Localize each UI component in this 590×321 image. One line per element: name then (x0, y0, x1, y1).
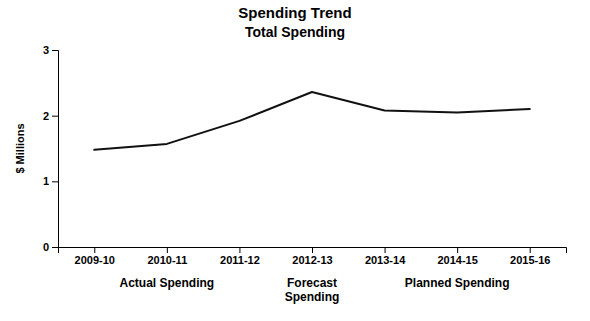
x-tick-mark (457, 247, 458, 253)
chart-svg: Spending TrendTotal Spending01232009-102… (0, 0, 590, 321)
group-label: Planned Spending (405, 276, 510, 290)
data-line (94, 92, 529, 150)
x-tick-label: 2013-14 (365, 254, 406, 266)
subtitle: Total Spending (245, 24, 345, 40)
x-tick-mark (530, 247, 531, 253)
title: Spending Trend (238, 4, 351, 21)
x-tick-mark (94, 247, 95, 253)
x-tick: 2012-13 (292, 247, 332, 266)
y-axis-title: $ Millions (14, 123, 26, 173)
y-tick-label: 1 (43, 175, 49, 187)
group-label-line: Actual Spending (120, 276, 215, 290)
x-tick-label: 2014-15 (437, 254, 477, 266)
y-axis-line (52, 51, 59, 248)
x-tick-label: 2011-12 (220, 254, 260, 266)
x-tick-mark (239, 247, 240, 253)
x-axis: 2009-10 2010-11 2011-12 2012-13 2013-14 2014-… (59, 247, 567, 266)
group-label: ForecastSpending (285, 276, 340, 304)
x-tick-mark (385, 247, 386, 253)
y-tick: 2 (43, 110, 58, 122)
x-tick-mark (167, 247, 168, 253)
group-label-line: Forecast (287, 276, 337, 290)
y-tick-mark (52, 116, 58, 117)
x-tick-label: 2015-16 (510, 254, 550, 266)
x-tick: 2015-16 (510, 247, 550, 266)
x-tick: 2013-14 (365, 247, 406, 266)
y-tick-label: 2 (43, 110, 49, 122)
y-tick: 0 (43, 241, 58, 253)
x-tick: 2011-12 (220, 247, 260, 266)
x-axis-line (59, 248, 567, 254)
y-tick: 1 (43, 175, 58, 187)
y-tick-mark (52, 50, 58, 51)
y-tick-mark (52, 181, 58, 182)
y-tick-mark (52, 247, 58, 248)
group-label-line: Spending (285, 290, 340, 304)
x-tick-label: 2010-11 (147, 254, 187, 266)
x-tick: 2010-11 (147, 247, 187, 266)
plot-root: 01232009-102010-112011-122012-132013-142… (14, 44, 567, 304)
x-tick-mark (312, 247, 313, 253)
y-tick-label: 3 (43, 44, 49, 56)
group-label-line: Planned Spending (405, 276, 510, 290)
y-tick: 3 (43, 44, 58, 56)
x-tick-label: 2009-10 (75, 254, 115, 266)
marks (94, 92, 529, 150)
y-axis: 0 1 2 3 (43, 44, 59, 253)
group-label: Actual Spending (120, 276, 215, 290)
x-tick-label: 2012-13 (292, 254, 332, 266)
y-tick-label: 0 (43, 241, 49, 253)
x-tick: 2009-10 (75, 247, 115, 266)
x-tick: 2014-15 (437, 247, 477, 266)
